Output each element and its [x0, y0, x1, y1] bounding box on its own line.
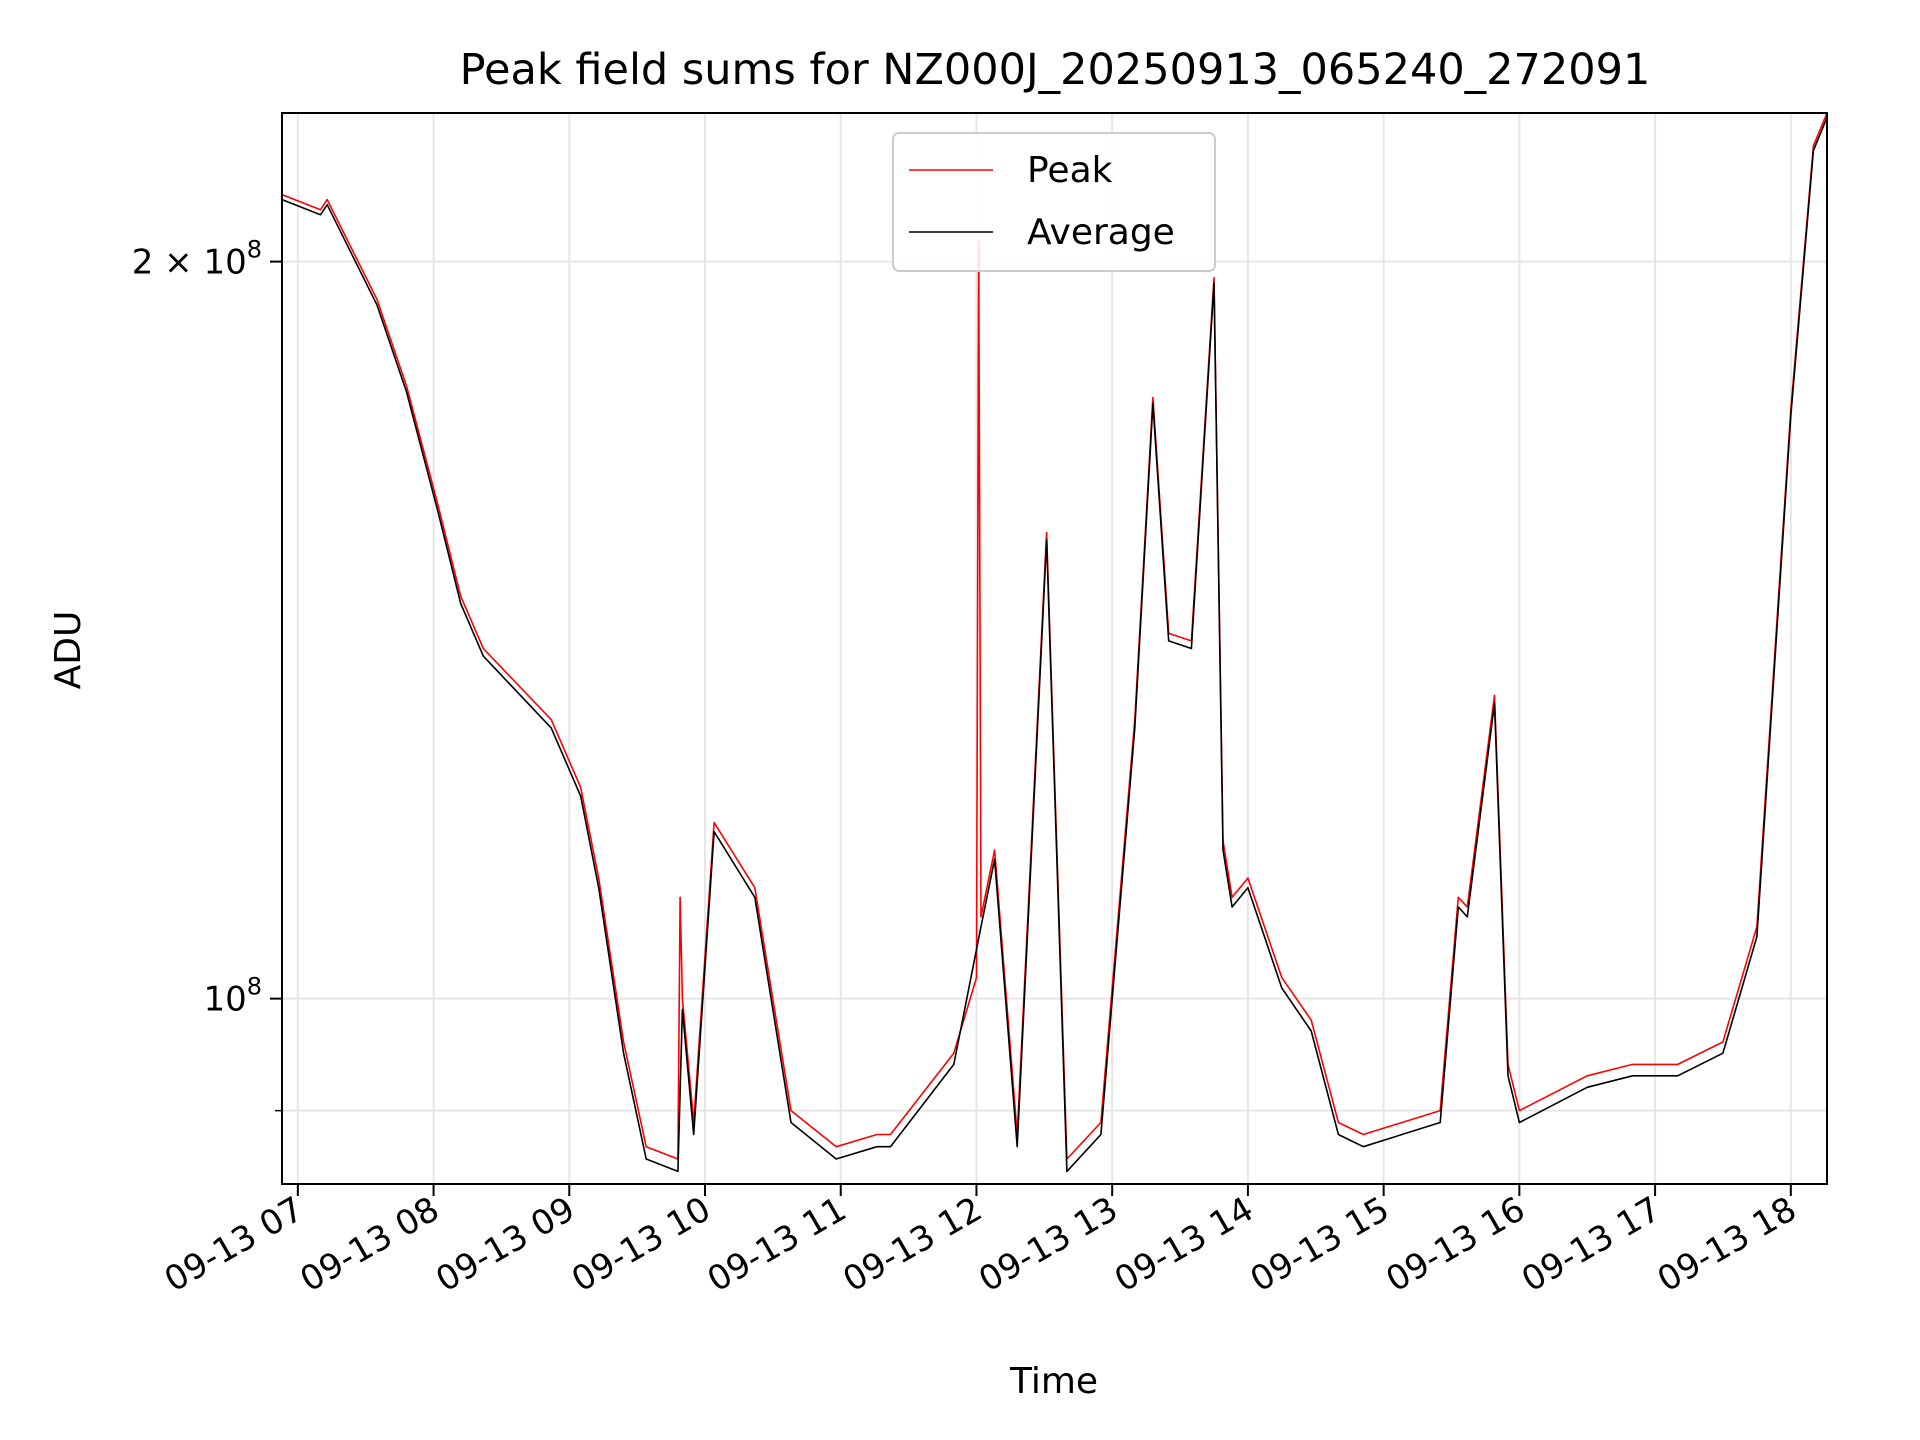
y-tick-label: 108 — [203, 973, 262, 1020]
legend-label-peak: Peak — [1027, 150, 1113, 191]
legend: Peak Average — [892, 132, 1216, 272]
y-tick-label: 2 × 108 — [132, 236, 262, 283]
chart-title: Peak field sums for NZ000J_20250913_0652… — [460, 45, 1651, 95]
legend-label-average: Average — [1027, 212, 1175, 253]
plot-area-frame — [281, 112, 1828, 1185]
grid-lines — [282, 113, 1827, 1184]
plot-series — [281, 112, 1828, 1173]
x-axis-label: Time — [1009, 1361, 1098, 1402]
legend-box — [892, 132, 1216, 272]
series-line-average — [281, 117, 1828, 1173]
y-axis-label: ADU — [48, 611, 89, 690]
y-axis-ticks: 2 × 108 108 — [132, 236, 282, 1112]
